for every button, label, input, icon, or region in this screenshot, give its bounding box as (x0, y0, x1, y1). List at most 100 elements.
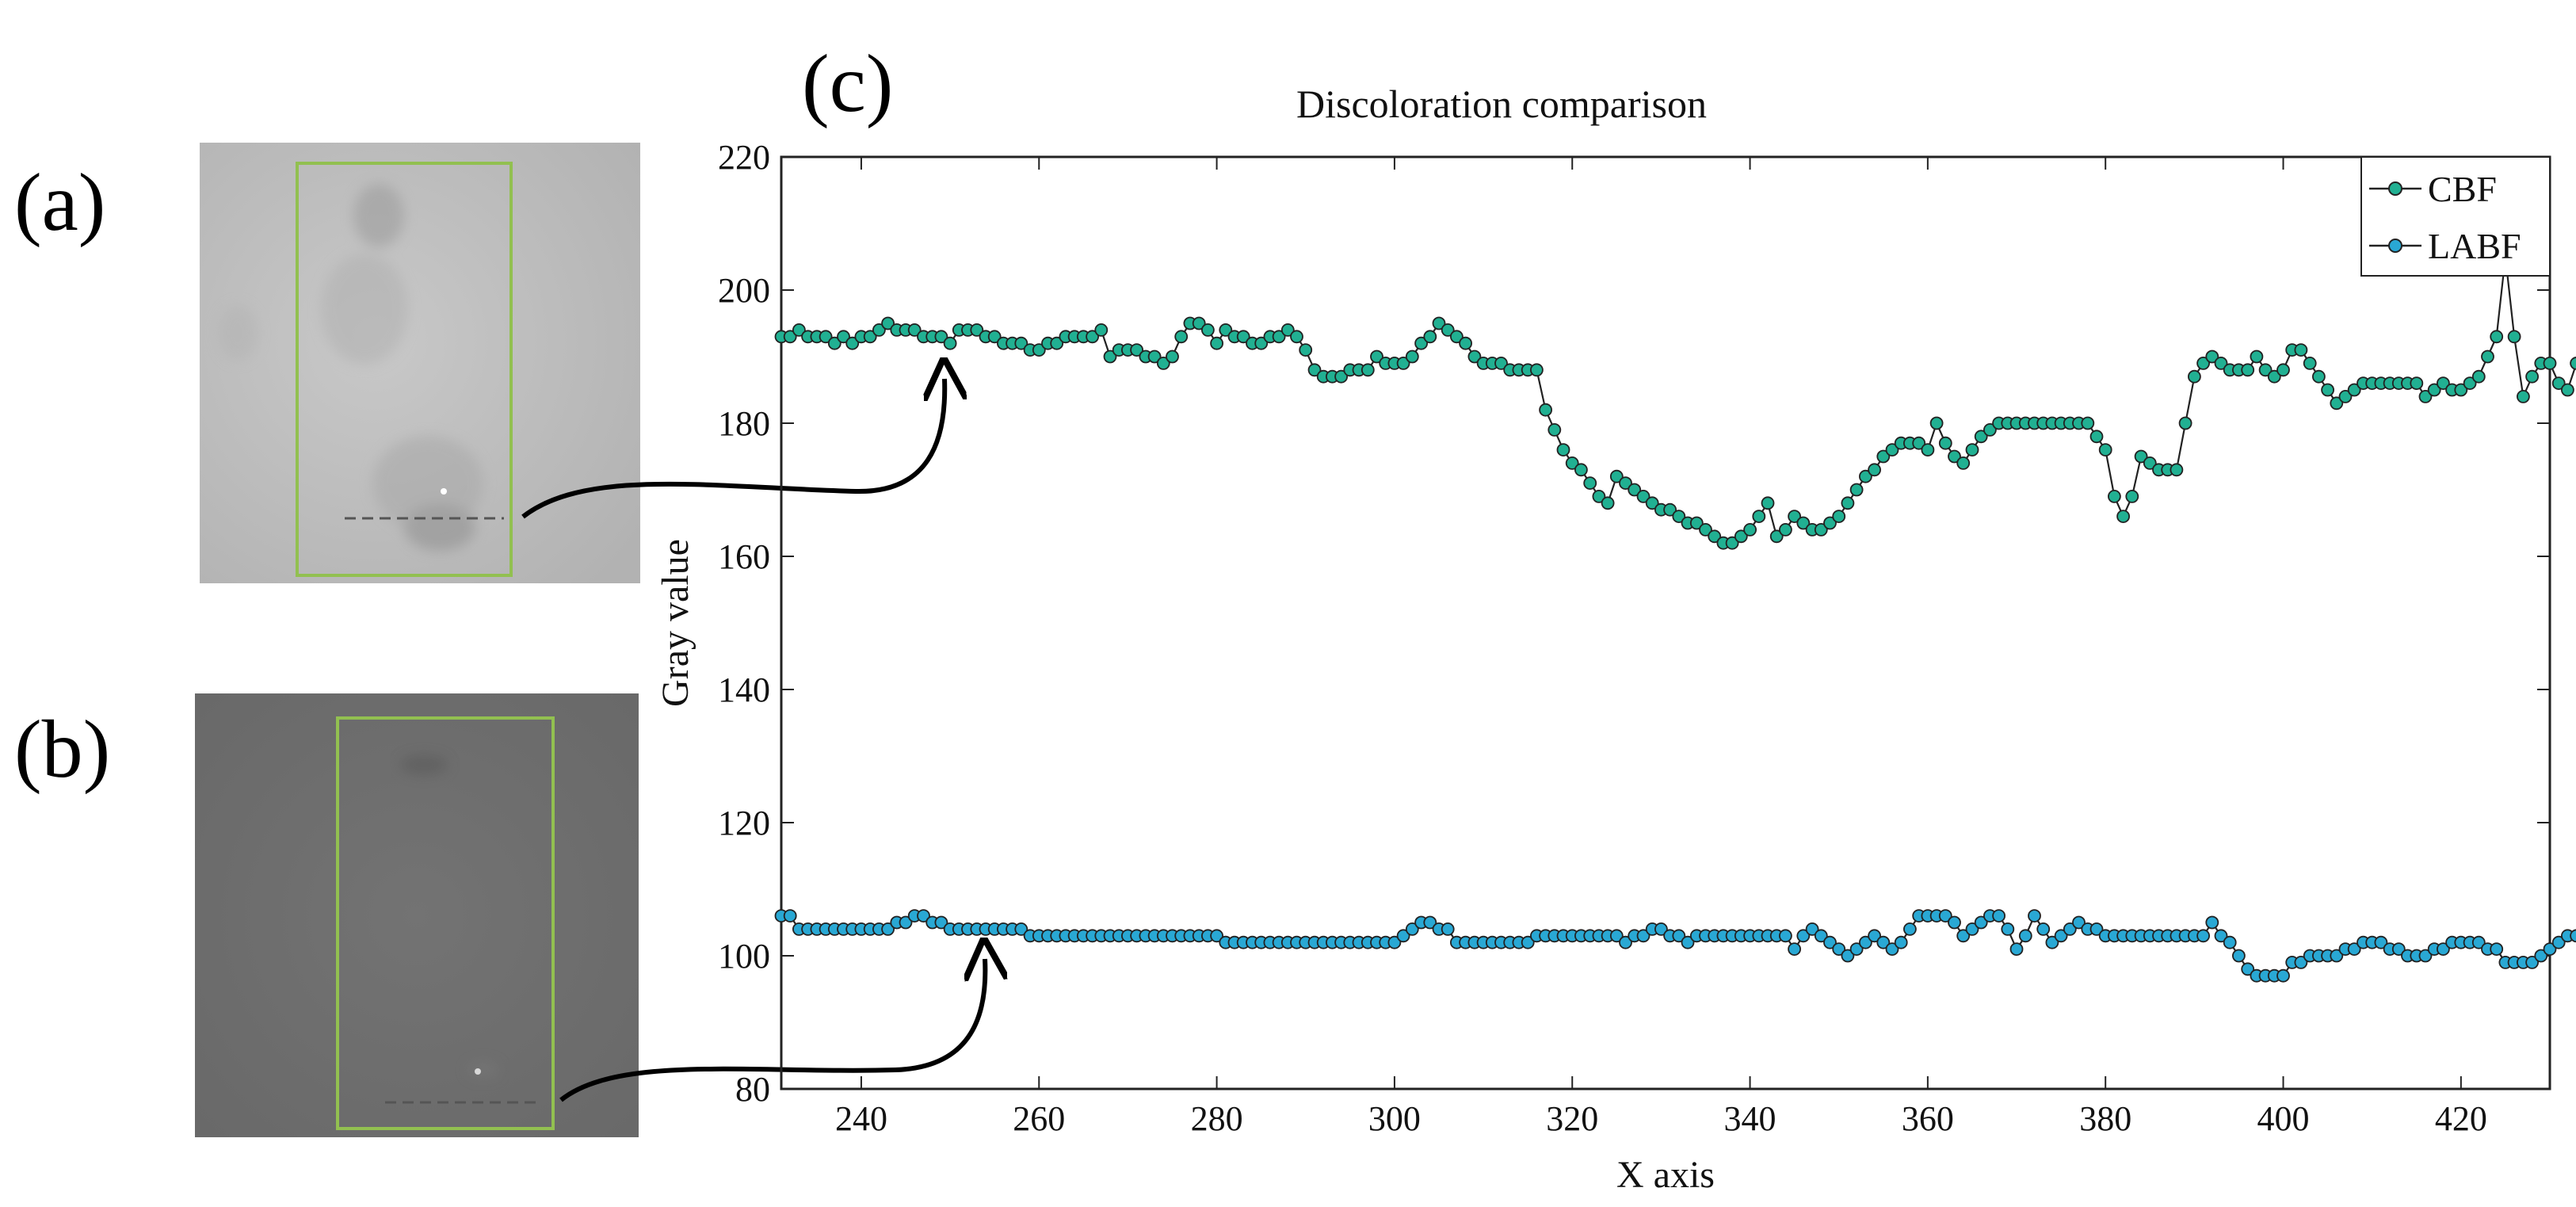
data-point-cbf (1849, 483, 1864, 497)
data-point-cbf (1574, 463, 1588, 477)
data-point-labf (1619, 935, 1632, 949)
data-point-cbf (2507, 330, 2521, 344)
data-point-cbf (2463, 376, 2477, 391)
data-point-cbf (1423, 330, 1437, 344)
data-point-labf (2330, 949, 2344, 963)
legend-labf-label: LABF (2428, 226, 2521, 266)
x-tick-label: 260 (1013, 1099, 1065, 1138)
data-point-labf (1956, 929, 1971, 943)
data-point-cbf (1885, 443, 1899, 456)
data-point-cbf (1086, 330, 1099, 344)
data-point-cbf (2205, 349, 2219, 364)
series-labf (774, 909, 2576, 983)
data-point-labf (1823, 935, 1837, 949)
data-point-cbf (2143, 456, 2157, 470)
data-point-cbf (2347, 383, 2361, 397)
data-point-cbf (1103, 349, 1117, 364)
panel-a-stains (218, 184, 483, 551)
data-point-cbf (845, 336, 860, 350)
data-point-cbf (1965, 443, 1979, 456)
data-point-labf (2072, 915, 2086, 930)
data-point-labf (1441, 922, 1455, 936)
data-point-cbf (2560, 383, 2574, 397)
y-tick-label: 120 (718, 804, 770, 842)
data-point-cbf (1290, 330, 1303, 344)
data-point-cbf (1361, 363, 1375, 377)
data-point-cbf (1823, 516, 1837, 530)
x-tick-label: 340 (1724, 1099, 1776, 1138)
data-point-labf (2063, 922, 2077, 936)
data-point-cbf (2525, 369, 2540, 384)
data-point-cbf (2250, 349, 2264, 364)
data-point-cbf (2196, 356, 2211, 370)
x-tick-label: 320 (1546, 1099, 1598, 1138)
legend-cbf-marker (2388, 181, 2402, 196)
data-point-cbf (1254, 336, 1269, 350)
data-point-labf (1405, 922, 1419, 936)
arrow-b-to-labf (559, 959, 985, 1102)
data-point-labf (899, 915, 913, 930)
data-point-cbf (1494, 356, 1508, 370)
panel-b-roi-box (336, 716, 555, 1130)
data-point-cbf (1414, 336, 1428, 350)
panel-a-image (200, 143, 640, 583)
data-point-cbf (1539, 403, 1552, 417)
data-point-labf (1902, 922, 1917, 936)
data-point-cbf (1983, 423, 1997, 437)
panel-a-bright-spot (441, 488, 447, 495)
x-tick-label: 360 (1902, 1099, 1954, 1138)
data-point-cbf (1156, 356, 1170, 370)
data-point-cbf (1219, 323, 1233, 337)
panel-b-bright-spot (475, 1068, 481, 1075)
data-point-cbf (2418, 389, 2433, 403)
data-point-cbf (1628, 483, 1642, 497)
data-point-cbf (1761, 496, 1775, 510)
data-point-labf (2214, 929, 2228, 943)
data-point-labf (1210, 929, 1223, 943)
data-point-cbf (1788, 510, 1802, 523)
data-point-labf (2418, 949, 2433, 963)
data-point-cbf (1334, 369, 1348, 384)
data-point-cbf (1307, 363, 1322, 377)
y-tick-label: 200 (718, 271, 770, 310)
data-point-cbf (1210, 336, 1223, 350)
data-point-cbf (1814, 523, 1828, 537)
x-ticks: 240 260 280 300 320 340 360 380 400 420 (835, 157, 2487, 1138)
legend: CBF LABF (2360, 156, 2551, 277)
data-point-cbf (1921, 443, 1935, 456)
data-point-labf (2054, 929, 2068, 943)
data-point-labf (1396, 929, 1410, 943)
data-point-cbf (1974, 430, 1988, 444)
data-point-cbf (819, 330, 833, 344)
x-tick-label: 240 (835, 1099, 887, 1138)
data-point-cbf (2543, 356, 2557, 370)
x-tick-label: 300 (1368, 1099, 1421, 1138)
data-point-cbf (2321, 383, 2335, 397)
data-point-cbf (1689, 516, 1704, 530)
arrow-a-to-cbf (521, 379, 945, 519)
y-ticks: 80 100 120 140 160 180 200 220 (718, 138, 2550, 1109)
data-point-cbf (970, 323, 984, 337)
data-point-cbf (1441, 323, 1455, 337)
data-point-labf (1832, 942, 1846, 956)
data-point-labf (1858, 935, 1872, 949)
data-point-cbf (1858, 469, 1872, 483)
data-point-labf (881, 922, 895, 936)
data-point-cbf (1796, 516, 1811, 530)
data-point-cbf (1530, 363, 1544, 377)
data-point-cbf (1672, 510, 1686, 523)
data-point-cbf (1601, 496, 1615, 510)
data-point-labf (1609, 929, 1624, 943)
data-point-labf (1885, 942, 1899, 956)
data-point-cbf (1147, 349, 1162, 364)
data-point-labf (1948, 915, 1961, 930)
data-point-labf (1805, 922, 1819, 936)
y-tick-label: 140 (718, 670, 770, 709)
legend-labf-marker (2388, 239, 2402, 253)
plot-area-frame (780, 155, 2551, 1091)
data-point-cbf (2294, 343, 2308, 357)
data-point-labf (2045, 935, 2059, 949)
data-point-cbf (1912, 436, 1926, 450)
data-point-labf (1841, 949, 1855, 963)
data-point-cbf (1272, 330, 1286, 344)
